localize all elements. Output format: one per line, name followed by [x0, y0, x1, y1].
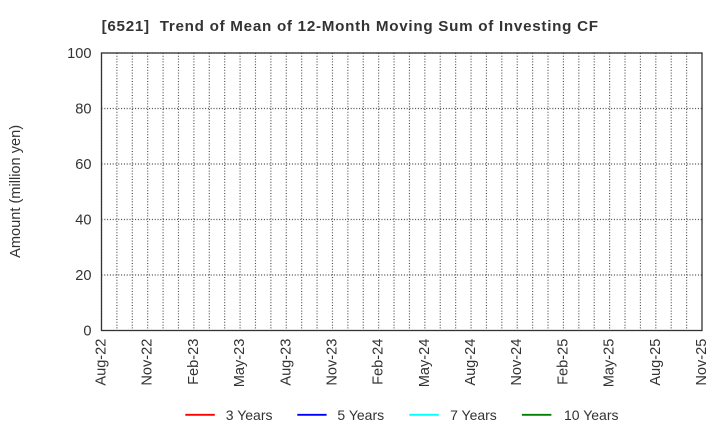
svg-text:Nov-23: Nov-23: [324, 339, 340, 386]
svg-text:0: 0: [83, 324, 91, 340]
svg-text:60: 60: [75, 157, 91, 173]
svg-text:7 Years: 7 Years: [450, 407, 497, 423]
svg-text:Aug-25: Aug-25: [648, 339, 664, 386]
svg-text:80: 80: [75, 102, 91, 118]
svg-text:10 Years: 10 Years: [564, 407, 619, 423]
svg-text:Feb-25: Feb-25: [555, 339, 571, 385]
svg-text:Aug-23: Aug-23: [278, 339, 294, 386]
svg-text:Aug-24: Aug-24: [463, 339, 479, 386]
svg-text:40: 40: [75, 213, 91, 229]
svg-text:3 Years: 3 Years: [226, 407, 273, 423]
svg-text:May-25: May-25: [602, 339, 618, 388]
svg-text:May-24: May-24: [417, 339, 433, 388]
svg-text:100: 100: [67, 46, 91, 62]
svg-text:Feb-23: Feb-23: [186, 339, 202, 385]
svg-text:Aug-22: Aug-22: [94, 339, 110, 386]
svg-text:Feb-24: Feb-24: [371, 339, 387, 385]
svg-text:Nov-24: Nov-24: [509, 339, 525, 386]
svg-text:Nov-22: Nov-22: [140, 339, 156, 386]
svg-text:Amount (million yen): Amount (million yen): [8, 125, 24, 258]
svg-text:May-23: May-23: [232, 339, 248, 388]
svg-text:Nov-25: Nov-25: [694, 339, 710, 386]
svg-text:20: 20: [75, 268, 91, 284]
svg-text:5 Years: 5 Years: [337, 407, 384, 423]
svg-text:[6521] Trend of Mean of 12-Mo: [6521] Trend of Mean of 12-Month Moving …: [102, 18, 599, 35]
